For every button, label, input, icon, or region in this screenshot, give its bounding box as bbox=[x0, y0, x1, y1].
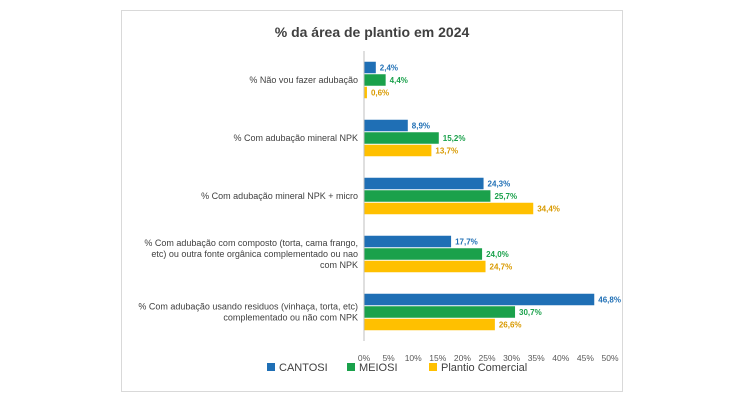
data-label: 0,6% bbox=[371, 89, 389, 98]
x-tick-label: 5% bbox=[382, 353, 395, 363]
data-label: 46,8% bbox=[598, 296, 621, 305]
bar-cantosi bbox=[364, 235, 452, 248]
x-tick-label: 35% bbox=[528, 353, 545, 363]
data-label: 34,4% bbox=[537, 205, 560, 214]
chart-title: % da área de plantio em 2024 bbox=[275, 24, 470, 40]
x-tick-label: 15% bbox=[429, 353, 446, 363]
bar-plantio-comercial bbox=[364, 318, 495, 331]
bar-plantio-comercial bbox=[364, 202, 534, 215]
data-label: 26,6% bbox=[499, 321, 522, 330]
legend-entry: CANTOSI bbox=[279, 362, 328, 374]
x-tick-label: 30% bbox=[503, 353, 520, 363]
bar-meiosi bbox=[364, 132, 439, 144]
legend-entry: MEIOSI bbox=[359, 362, 398, 374]
x-tick-label: 0% bbox=[358, 353, 371, 363]
data-label: 2,4% bbox=[380, 64, 398, 73]
data-label: 30,7% bbox=[519, 308, 542, 317]
category-label: % Com adubação usando residuos (vinhaça,… bbox=[138, 302, 358, 323]
legend-entry: Plantio Comercial bbox=[441, 362, 527, 374]
bar-meiosi bbox=[364, 190, 491, 202]
bar-plantio-comercial bbox=[364, 260, 486, 273]
category-label: % Não vou fazer adubação bbox=[249, 75, 358, 85]
legend-swatch bbox=[267, 363, 275, 371]
legend-swatch bbox=[429, 363, 437, 371]
data-label: 17,7% bbox=[455, 238, 478, 247]
x-axis: 0% 5% 10% 15% 20% 25% 30% 35% 40% 45% 50% bbox=[358, 51, 619, 363]
data-label: 13,7% bbox=[435, 147, 458, 156]
legend: CANTOSI MEIOSI Plantio Comercial bbox=[267, 362, 527, 374]
bar-plantio-comercial bbox=[364, 86, 367, 99]
legend-swatch bbox=[347, 363, 355, 371]
x-tick-label: 45% bbox=[577, 353, 594, 363]
bar-cantosi bbox=[364, 177, 484, 190]
data-label: 15,2% bbox=[443, 134, 466, 143]
x-tick-label: 50% bbox=[601, 353, 618, 363]
x-tick-label: 25% bbox=[478, 353, 495, 363]
bar-chart: % da área de plantio em 2024 % Não vou f… bbox=[138, 24, 621, 374]
data-label: 8,9% bbox=[412, 122, 430, 131]
bar-meiosi bbox=[364, 248, 483, 260]
category-label: % Com adubação mineral NPK bbox=[233, 133, 358, 143]
x-tick-label: 20% bbox=[454, 353, 471, 363]
chart-frame: % da área de plantio em 2024 % Não vou f… bbox=[121, 10, 623, 392]
x-tick-label: 10% bbox=[405, 353, 422, 363]
x-tick-label: 40% bbox=[552, 353, 569, 363]
plot-area: % Não vou fazer adubação 2,4% 4,4%0,6% % Co… bbox=[138, 61, 621, 331]
bar-meiosi bbox=[364, 306, 516, 318]
bar-cantosi bbox=[364, 61, 376, 74]
bar-plantio-comercial bbox=[364, 144, 432, 157]
category-label: % Com adubação mineral NPK + micro bbox=[201, 191, 358, 201]
data-label: 24,0% bbox=[486, 250, 509, 259]
data-label: 24,3% bbox=[488, 180, 511, 189]
bar-cantosi bbox=[364, 119, 408, 132]
bar-cantosi bbox=[364, 293, 595, 306]
data-label: 4,4% bbox=[390, 76, 408, 85]
bar-meiosi bbox=[364, 74, 386, 86]
data-label: 25,7% bbox=[494, 192, 517, 201]
category-label: % Com adubação com composto (torta, cama… bbox=[144, 238, 358, 270]
data-label: 24,7% bbox=[490, 263, 513, 272]
